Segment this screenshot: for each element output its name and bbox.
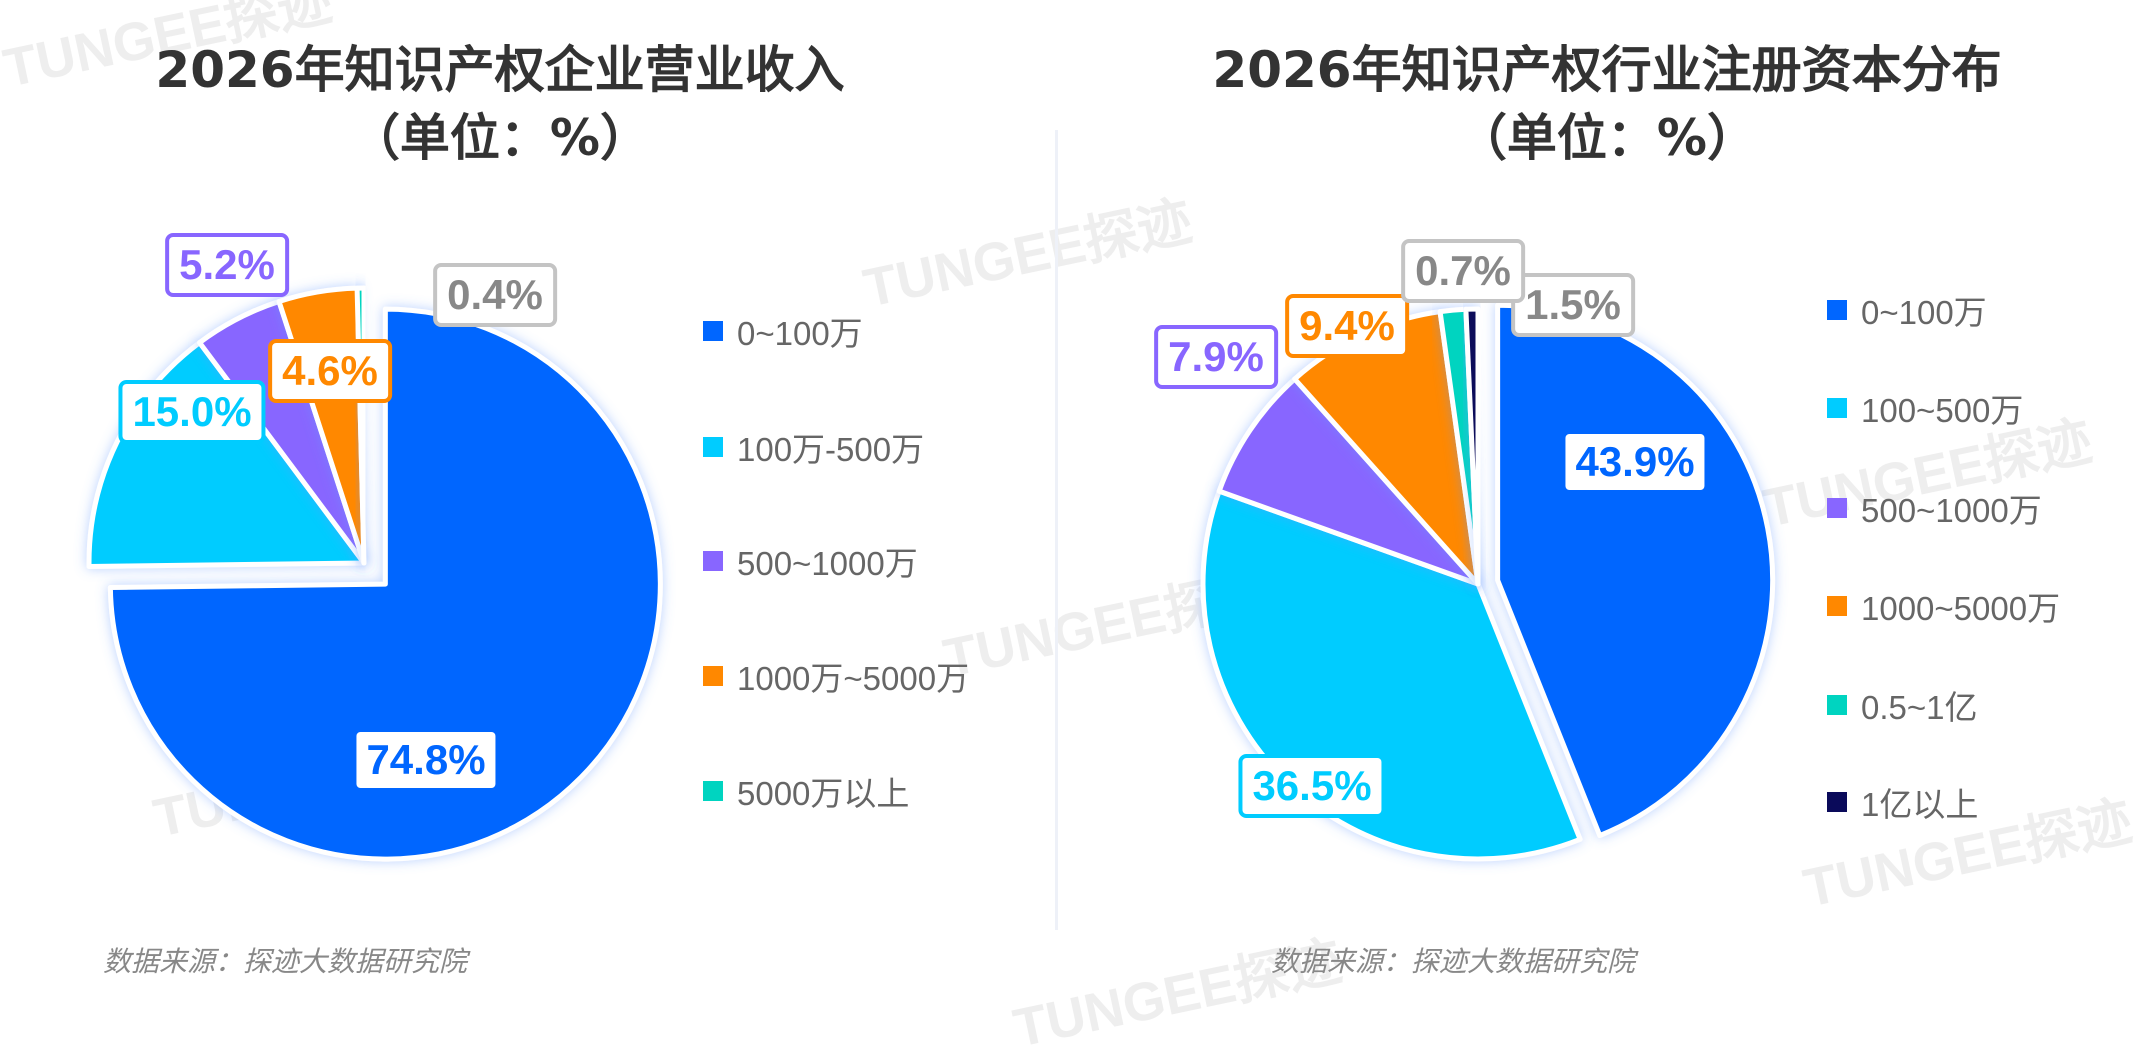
chart-title-right: 2026年知识产权行业注册资本分布 （单位：%） [1157,36,2057,172]
legend-item[interactable]: 0~100万 [1827,286,1987,334]
data-label: 15.0% [118,380,266,444]
legend-swatch-icon [703,666,723,686]
title: 2026年知识产权企业营业收入 [155,41,845,99]
legend-label: 1000~5000万 [1861,590,2061,627]
subtitle: （单位：%） [1456,109,1758,167]
legend-item[interactable]: 100~500万 [1827,384,2023,432]
legend-swatch-icon [703,321,723,341]
legend-swatch-icon [703,551,723,571]
legend-swatch-icon [1827,498,1847,518]
legend-label: 1000万~5000万 [737,660,970,697]
data-label: 7.9% [1154,325,1278,389]
data-label: 5.2% [165,233,289,297]
source-note-right: 数据来源：探迹大数据研究院 [1271,945,1636,978]
data-label: 36.5% [1238,754,1386,818]
legend-swatch-icon [1827,596,1847,616]
title: 2026年知识产权行业注册资本分布 [1212,41,2002,99]
data-label: 1.5% [1511,273,1635,337]
legend-label: 100万-500万 [737,431,925,468]
legend-label: 500~1000万 [1861,492,2042,529]
chart-title-left: 2026年知识产权企业营业收入 （单位：%） [50,36,950,172]
data-label: 0.4% [433,263,557,327]
legend-item[interactable]: 0~100万 [703,307,863,355]
legend-swatch-icon [1827,792,1847,812]
legend-label: 100~500万 [1861,392,2024,429]
legend-item[interactable]: 500~1000万 [703,537,918,585]
pie-slice[interactable] [1463,306,1481,587]
legend-item[interactable]: 100万-500万 [703,423,924,471]
legend-item[interactable]: 500~1000万 [1827,484,2042,532]
divider [1055,130,1058,930]
source-note-left: 数据来源：探迹大数据研究院 [103,945,468,978]
legend-label: 0~100万 [737,315,863,352]
legend-label: 0.5~1亿 [1861,689,1978,726]
legend-swatch-icon [1827,695,1847,715]
legend-item[interactable]: 1亿以上 [1827,778,1978,826]
pie-slice[interactable] [107,306,663,862]
legend-label: 1亿以上 [1861,786,1979,823]
legend-swatch-icon [1827,300,1847,320]
legend-item[interactable]: 5000万以上 [703,767,909,815]
pie-charts [86,285,1776,862]
legend-item[interactable]: 1000万~5000万 [703,652,969,700]
data-label: 0.7% [1401,239,1525,303]
legend-label: 500~1000万 [737,545,918,582]
subtitle: （单位：%） [349,109,651,167]
legend-swatch-icon [703,781,723,801]
legend-label: 0~100万 [1861,294,1987,331]
legend-item[interactable]: 0.5~1亿 [1827,681,1978,729]
pie-slice[interactable] [1216,376,1481,587]
data-label: 4.6% [268,339,392,403]
legend-swatch-icon [1827,398,1847,418]
legend-item[interactable]: 1000~5000万 [1827,582,2060,630]
legend-swatch-icon [703,437,723,457]
data-label: 9.4% [1285,294,1409,358]
data-label: 43.9% [1561,430,1709,494]
legend-label: 5000万以上 [737,775,910,812]
data-label: 74.8% [352,728,500,792]
